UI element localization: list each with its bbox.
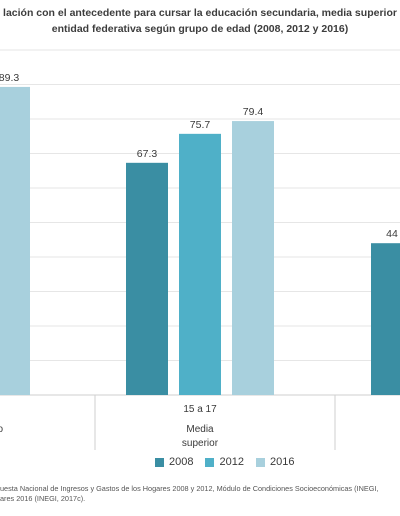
- data-label-2008: 44: [386, 228, 398, 240]
- bar-chart: 89.3 67.3 75.7 79.4 15 a 17 Media superior 44 o: [0, 49, 400, 450]
- legend-label-2012: 2012: [219, 456, 244, 468]
- legend-label-2008: 2008: [169, 456, 194, 468]
- data-label-2016: 89.3: [0, 72, 19, 84]
- legend-item-2016: 2016: [255, 456, 295, 468]
- category-age-label: 15 a 17: [183, 404, 217, 415]
- legend-swatch-2016: [255, 457, 265, 467]
- source-line-2: ares 2016 (INEGI, 2017c).: [0, 494, 86, 503]
- category-level-label-2: superior: [182, 438, 219, 449]
- legend-label-2016: 2016: [269, 456, 295, 468]
- chart-title-line-2: entidad federativa según grupo de edad (…: [51, 23, 349, 35]
- partial-category-label: o: [0, 424, 3, 435]
- bar-2008: [126, 162, 168, 395]
- bar-2016: [232, 121, 274, 395]
- data-label-2016: 79.4: [243, 106, 264, 118]
- bar-2008: [371, 243, 400, 395]
- data-label-2012: 75.7: [190, 119, 211, 131]
- legend-item-2008: 2008: [155, 456, 193, 468]
- data-label-2008: 67.3: [137, 148, 158, 160]
- legend-swatch-2012: [205, 457, 215, 467]
- bar-2016: [0, 86, 30, 395]
- legend-swatch-2008: [155, 457, 164, 467]
- chart-title: lación con el antecedente para cursar la…: [0, 5, 400, 37]
- category-level-label: Media: [186, 424, 214, 435]
- bar-2012: [179, 133, 221, 395]
- legend-item-2012: 2012: [205, 456, 244, 468]
- source-note: uesta Nacional de Ingresos y Gastos de l…: [0, 484, 400, 504]
- source-line-1: uesta Nacional de Ingresos y Gastos de l…: [0, 484, 379, 493]
- chart-title-line-1: lación con el antecedente para cursar la…: [3, 7, 397, 19]
- legend: 2008 2012 2016: [155, 456, 294, 468]
